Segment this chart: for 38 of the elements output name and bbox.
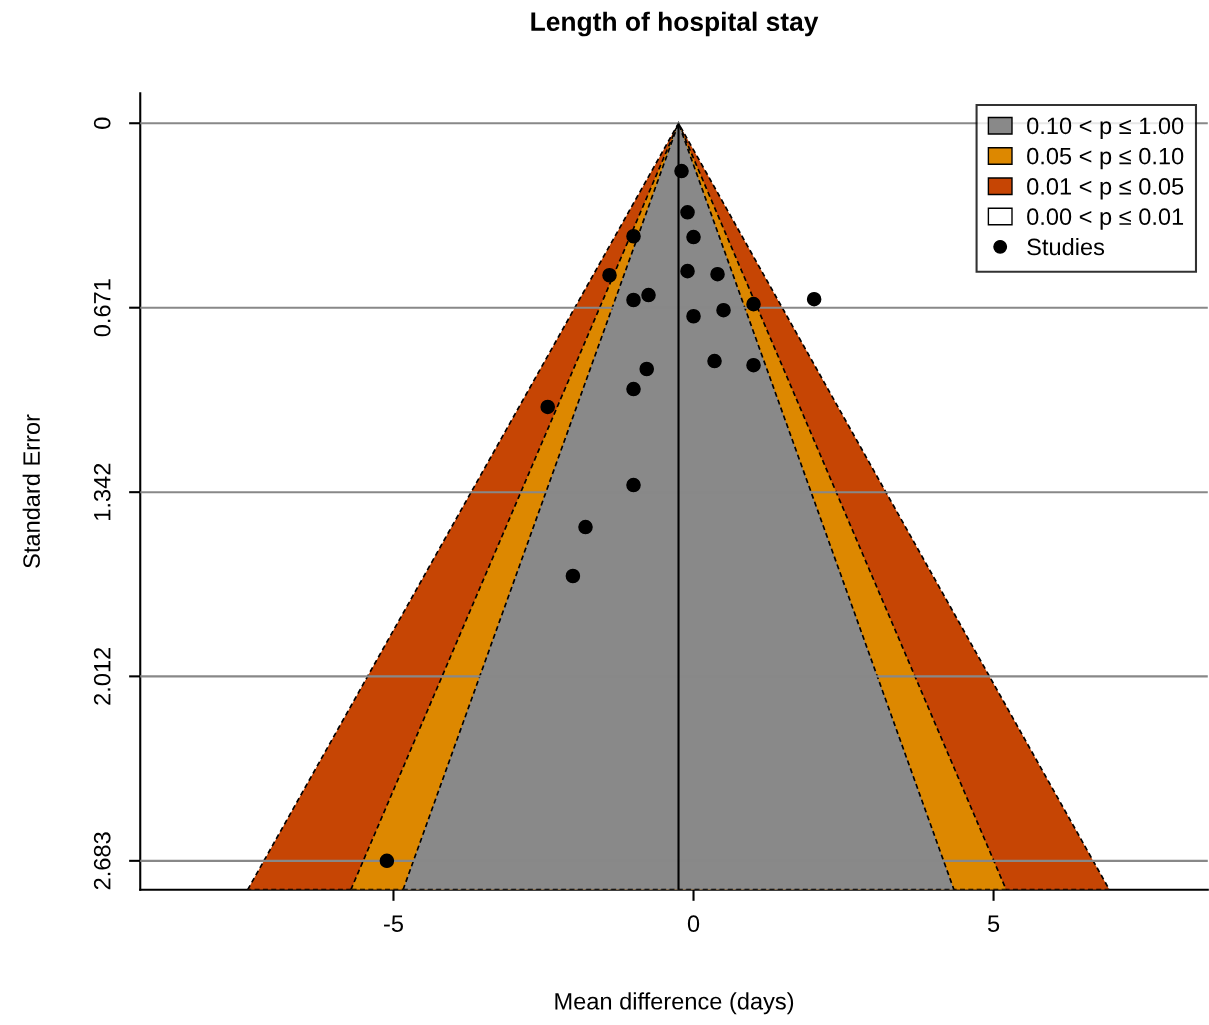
y-tick-label: 2.012 bbox=[93, 648, 111, 705]
x-tick-label: 5 bbox=[987, 915, 1000, 933]
point bbox=[710, 266, 725, 282]
y-tick-label: 1.342 bbox=[93, 463, 111, 520]
point bbox=[680, 263, 695, 279]
point bbox=[626, 228, 641, 244]
y-tick-label: 0.671 bbox=[93, 279, 111, 337]
point bbox=[379, 853, 395, 869]
x-tick-label: 0 bbox=[687, 915, 700, 933]
legend-label: 0.01 < p ≤ 0.05 bbox=[1027, 178, 1184, 200]
point bbox=[674, 163, 689, 179]
legend-label: Studies bbox=[1027, 237, 1105, 256]
point bbox=[540, 399, 555, 415]
point bbox=[639, 361, 654, 377]
legend-label: 0.05 < p ≤ 0.10 bbox=[1027, 147, 1184, 170]
y-tick-label: 0 bbox=[93, 117, 111, 129]
point bbox=[641, 287, 656, 303]
point bbox=[565, 568, 581, 584]
y-tick-label: 2.683 bbox=[93, 832, 111, 890]
legend-label: 0.10 < p ≤ 1.00 bbox=[1027, 117, 1184, 139]
point bbox=[806, 291, 822, 307]
x-tick-label: -5 bbox=[384, 915, 403, 933]
point bbox=[746, 357, 761, 373]
point bbox=[578, 519, 593, 535]
point bbox=[626, 477, 641, 493]
legend-label: 0.00 < p ≤ 0.01 bbox=[1027, 208, 1184, 230]
point bbox=[626, 381, 641, 397]
y-axis-title: Standard Error bbox=[22, 414, 40, 568]
point bbox=[680, 205, 695, 220]
point bbox=[716, 302, 731, 318]
chart-title: Length of hospital stay bbox=[531, 11, 819, 37]
point bbox=[626, 292, 641, 308]
point bbox=[686, 308, 701, 324]
point bbox=[707, 353, 722, 369]
x-axis-title: Mean difference (days) bbox=[555, 992, 794, 1015]
point bbox=[746, 296, 761, 312]
point bbox=[686, 229, 701, 245]
point bbox=[602, 267, 617, 283]
